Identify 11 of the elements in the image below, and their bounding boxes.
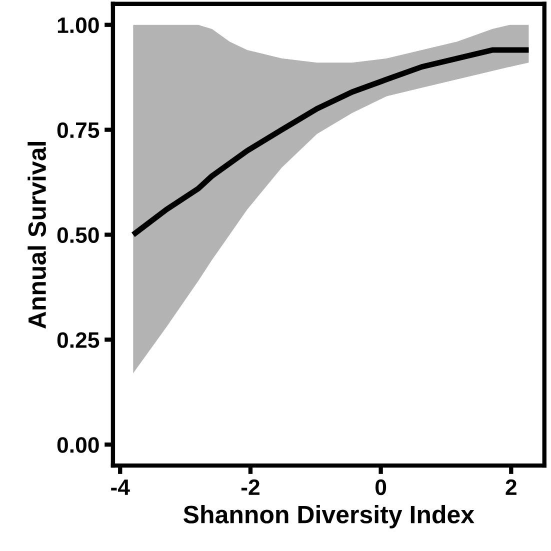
y-tick-label: 0.00 (57, 437, 99, 453)
y-tick-label: 1.00 (58, 17, 99, 34)
y-tick-label: 0.50 (57, 227, 99, 243)
x-tick-label: -4 (111, 480, 130, 495)
x-tick-label: -2 (241, 479, 260, 495)
y-tick-label: 0.25 (57, 332, 100, 348)
x-tick-label: 0 (376, 479, 386, 496)
x-tick-label: 2 (506, 479, 516, 495)
y-axis-title: Annual Survival (28, 142, 46, 329)
x-axis-title: Shannon Diversity Index (184, 505, 474, 528)
y-tick-label: 0.75 (57, 122, 100, 138)
